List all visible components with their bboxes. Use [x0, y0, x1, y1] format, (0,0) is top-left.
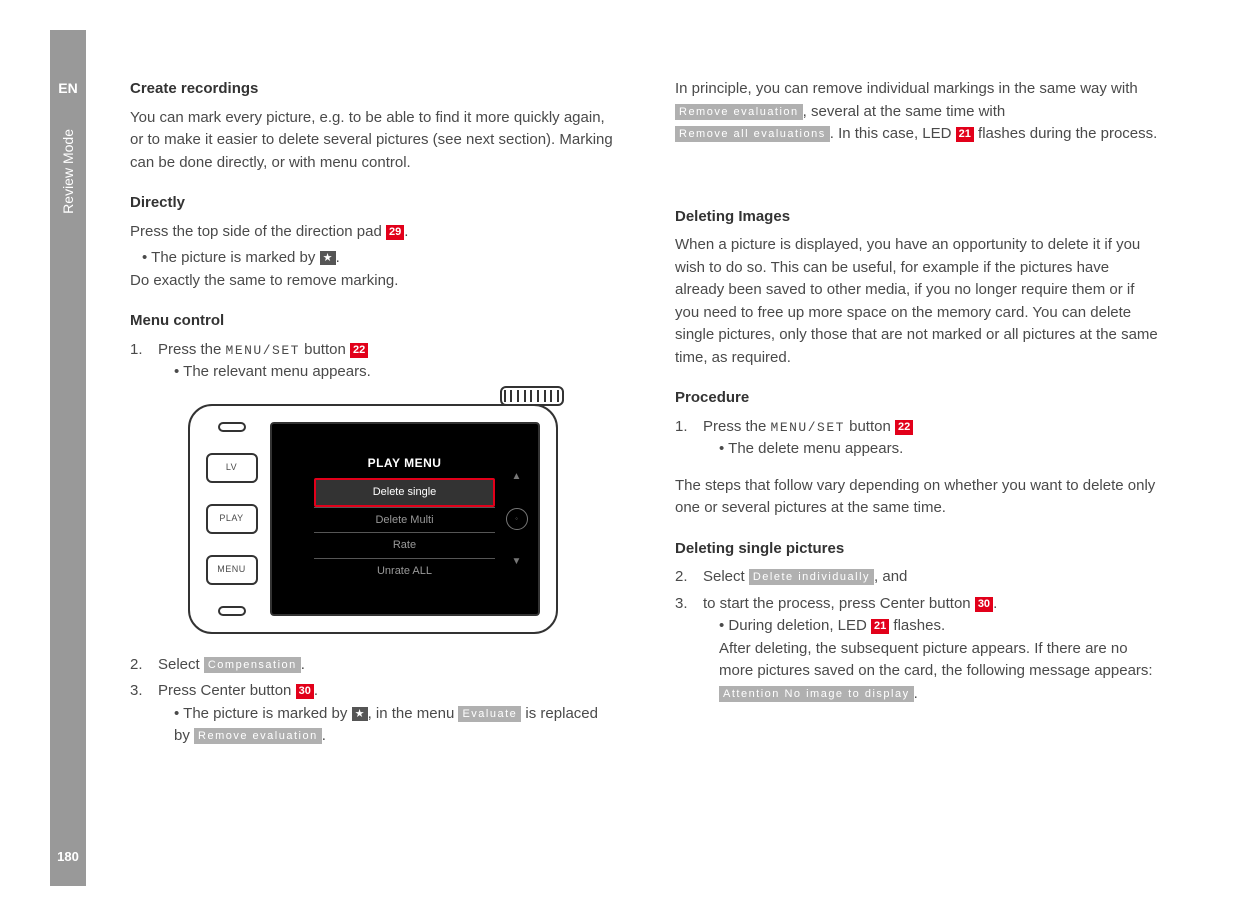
star-icon: ★: [320, 251, 336, 265]
vary-note: The steps that follow vary depending on …: [675, 475, 1160, 520]
page-number: 180: [57, 847, 79, 867]
viewfinder-icon: [500, 386, 564, 406]
heading-create-recordings: Create recordings: [130, 78, 615, 101]
remove-marking-note: Do exactly the same to remove marking.: [130, 270, 615, 293]
lv-button: LV: [206, 453, 258, 483]
ref-30: 30: [296, 684, 314, 699]
del-step-3: 3. to start the process, press Center bu…: [675, 593, 1160, 706]
ref-22: 22: [895, 420, 913, 435]
step-3-result: The picture is marked by ★, in the menu …: [174, 703, 615, 748]
step-2: 2. Select Compensation.: [130, 654, 615, 677]
menu-row-unrate-all: Unrate ALL: [314, 558, 495, 584]
proc-step-1: 1. Press the MENU/SET button 22 The dele…: [675, 416, 1160, 461]
remove-markings-paragraph: In principle, you can remove individual …: [675, 78, 1160, 146]
remove-eval-label: Remove evaluation: [675, 104, 803, 120]
menu-row-delete-multi: Delete Multi: [314, 507, 495, 533]
screen-title: PLAY MENU: [368, 454, 442, 472]
del-step-3-result: During deletion, LED 21 flashes. After d…: [719, 615, 1160, 705]
heading-deleting-single: Deleting single pictures: [675, 538, 1160, 561]
step-1-result: The relevant menu appears.: [174, 361, 615, 384]
menu-button: MENU: [206, 555, 258, 585]
screen-scroll-indicator: ▲ ◦ ▼: [504, 469, 530, 569]
ref-21: 21: [871, 619, 889, 634]
intro-paragraph: You can mark every picture, e.g. to be a…: [130, 107, 615, 175]
deleting-images-paragraph: When a picture is displayed, you have an…: [675, 234, 1160, 369]
top-oval-button: [218, 422, 246, 432]
star-icon: ★: [352, 707, 368, 721]
camera-illustration: LV PLAY MENU PLAY MENU Delete single Del…: [130, 404, 615, 634]
evaluate-label: Evaluate: [458, 706, 521, 722]
remove-eval-label: Remove evaluation: [194, 728, 322, 744]
camera-screen: PLAY MENU Delete single Delete Multi Rat…: [270, 422, 540, 616]
menu-row-rate: Rate: [314, 532, 495, 558]
sidebar: EN Review Mode 180: [50, 30, 86, 886]
direct-instruction: Press the top side of the direction pad …: [130, 221, 615, 244]
left-column: Create recordings You can mark every pic…: [130, 78, 615, 752]
heading-procedure: Procedure: [675, 387, 1160, 410]
heading-menu-control: Menu control: [130, 310, 615, 333]
nav-circle-icon: ◦: [506, 508, 528, 530]
heading-directly: Directly: [130, 192, 615, 215]
ref-30: 30: [975, 597, 993, 612]
play-button: PLAY: [206, 504, 258, 534]
step-3: 3. Press Center button 30. The picture i…: [130, 680, 615, 748]
compensation-label: Compensation: [204, 657, 301, 673]
remove-all-eval-label: Remove all evaluations: [675, 126, 830, 142]
menu-row-delete-single: Delete single: [314, 478, 495, 507]
heading-deleting-images: Deleting Images: [675, 206, 1160, 229]
proc-step-1-result: The delete menu appears.: [719, 438, 1160, 461]
bottom-oval-button: [218, 606, 246, 616]
page-content: Create recordings You can mark every pic…: [130, 78, 1160, 752]
delete-individually-label: Delete individually: [749, 569, 874, 585]
marked-bullet: The picture is marked by ★.: [142, 247, 615, 270]
language-indicator: EN: [58, 78, 77, 99]
right-column: In principle, you can remove individual …: [675, 78, 1160, 752]
ref-29: 29: [386, 225, 404, 240]
attention-label: Attention No image to display: [719, 686, 914, 702]
section-label: Review Mode: [58, 129, 79, 214]
menu-set-label: MENU/SET: [771, 420, 845, 435]
step-1: 1. Press the MENU/SET button 22 The rele…: [130, 339, 615, 384]
del-step-2: 2. Select Delete individually, and: [675, 566, 1160, 589]
ref-21: 21: [956, 127, 974, 142]
menu-set-label: MENU/SET: [226, 343, 300, 358]
ref-22: 22: [350, 343, 368, 358]
